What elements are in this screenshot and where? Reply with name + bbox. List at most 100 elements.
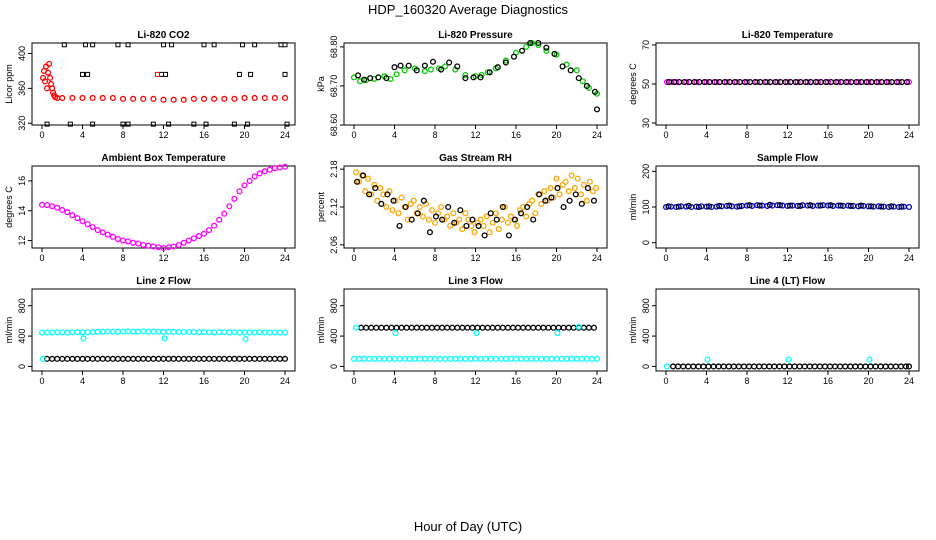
panel-5: Gas Stream RH 0 4 8 12 16 20 24 2.06 2.12 2.18 perc… — [316, 153, 608, 263]
data-point — [166, 121, 172, 127]
x-tick-label: 4 — [704, 130, 709, 140]
data-point — [837, 202, 844, 209]
data-point — [231, 121, 237, 127]
data-point — [64, 209, 71, 216]
panel-title: Li-820 CO2 — [137, 30, 190, 41]
data-point — [130, 328, 137, 335]
series-licor-temp-magenta — [663, 78, 913, 86]
y-tick-label: 2.06 — [329, 236, 339, 254]
y-tick-label: 68.80 — [329, 36, 339, 59]
data-point — [553, 175, 560, 182]
data-point — [421, 355, 428, 362]
data-point — [670, 363, 677, 370]
x-tick-label: 4 — [704, 253, 709, 263]
data-point — [396, 222, 403, 229]
x-tick-label: 20 — [239, 130, 249, 140]
data-point — [200, 329, 208, 336]
data-point — [119, 355, 127, 362]
data-point — [489, 324, 496, 331]
data-point — [284, 121, 290, 127]
data-point — [276, 355, 283, 362]
data-point — [39, 355, 47, 362]
plot-frame — [655, 288, 920, 372]
x-tick-label: 4 — [80, 376, 85, 386]
data-point — [391, 355, 398, 362]
data-point — [484, 69, 491, 76]
x-tick-label: 12 — [158, 253, 168, 263]
data-point — [41, 78, 49, 85]
data-point — [170, 96, 177, 103]
data-point — [361, 76, 368, 83]
x-tick-label: 0 — [39, 130, 44, 140]
data-point — [200, 355, 208, 362]
data-point — [583, 355, 590, 362]
data-point — [356, 178, 363, 185]
series-licor-temp-black — [665, 78, 911, 86]
data-point — [365, 175, 372, 182]
x-tick-label: 4 — [392, 376, 397, 386]
data-point — [451, 219, 458, 226]
data-point — [499, 324, 506, 331]
data-point — [441, 216, 448, 223]
data-point — [504, 324, 511, 331]
data-point — [878, 203, 885, 210]
y-tick-label: 400 — [17, 46, 27, 61]
data-point — [796, 363, 803, 370]
data-point — [236, 71, 242, 77]
series-box-temp — [38, 163, 289, 252]
data-point — [125, 121, 131, 127]
data-point — [474, 324, 481, 331]
data-point — [540, 324, 547, 331]
data-point — [473, 329, 480, 337]
data-point — [467, 355, 474, 362]
data-point — [418, 324, 425, 331]
data-point — [570, 324, 577, 331]
data-point — [368, 324, 375, 331]
data-point — [371, 181, 378, 188]
data-point — [59, 355, 66, 362]
data-point — [79, 94, 86, 102]
x-tick-label: 16 — [823, 253, 833, 263]
data-point — [236, 188, 243, 195]
series-co2-high — [61, 42, 288, 48]
x-tick-label: 12 — [782, 376, 792, 386]
x-tick-label: 0 — [663, 130, 668, 140]
data-point — [456, 216, 463, 223]
y-tick-label: 30 — [641, 118, 651, 128]
data-point — [542, 197, 549, 204]
data-point — [509, 324, 517, 331]
data-point — [241, 355, 248, 362]
data-point — [368, 191, 375, 198]
data-point — [231, 195, 238, 202]
data-point — [378, 200, 385, 207]
data-point — [437, 355, 444, 362]
data-point — [439, 216, 446, 223]
y-axis-label: ml/min — [628, 317, 638, 344]
data-point — [794, 78, 801, 86]
data-point — [593, 106, 601, 113]
data-point — [226, 355, 233, 362]
data-point — [746, 202, 753, 209]
data-point — [390, 197, 397, 204]
data-point — [723, 78, 730, 86]
x-tick-label: 16 — [823, 376, 833, 386]
data-point — [180, 96, 187, 103]
data-point — [190, 328, 197, 336]
data-point — [715, 363, 722, 370]
data-point — [663, 78, 671, 86]
data-point — [483, 213, 490, 220]
data-point — [90, 121, 96, 127]
data-point — [356, 355, 363, 362]
y-tick-label: 12 — [17, 236, 27, 246]
data-point — [109, 355, 116, 362]
panel-6: Sample Flow 0 4 8 12 16 20 24 0 100 200 ml/min — [628, 153, 920, 263]
data-point — [251, 94, 258, 102]
data-point — [271, 329, 278, 336]
y-axis-label: Licor ppm — [4, 64, 14, 104]
data-point — [158, 71, 164, 77]
data-point — [543, 44, 550, 51]
data-point — [74, 329, 81, 336]
data-point — [246, 177, 253, 184]
data-point — [374, 197, 381, 204]
data-point — [695, 363, 702, 370]
